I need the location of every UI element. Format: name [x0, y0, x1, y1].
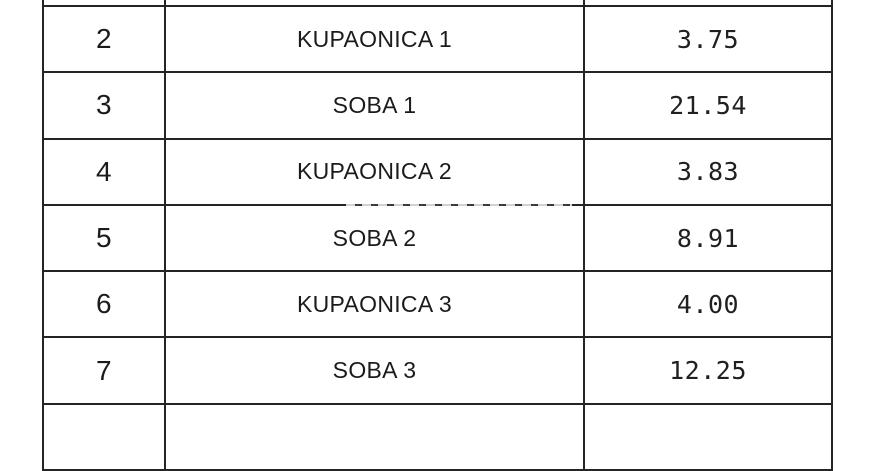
area-value-cell: 3.75	[585, 7, 831, 74]
area-value-cell	[585, 405, 831, 471]
row-number-cell: 3	[44, 73, 166, 140]
table-row: 7 SOBA 3 12.25	[44, 338, 831, 405]
table-row: 5 SOBA 2 8.91	[44, 205, 831, 273]
room-name-cell	[166, 404, 585, 471]
table-row: 2 KUPAONICA 1 3.75	[44, 7, 831, 74]
room-name-cell: KUPAONICA 2	[166, 139, 585, 206]
table-row-partial-bottom	[44, 404, 831, 471]
area-value-cell: 4.00	[585, 272, 831, 339]
table-row: 3 SOBA 1 21.54	[44, 73, 831, 140]
row-number-cell: 6	[44, 272, 166, 339]
row-number-cell: 2	[44, 7, 166, 74]
row-number-cell: 7	[44, 338, 166, 405]
room-name-cell: SOBA 3	[166, 338, 585, 405]
row-number-cell: 4	[44, 139, 166, 206]
area-value-cell: 12.25	[585, 338, 831, 405]
room-name-cell	[166, 0, 585, 7]
table-row: 4 KUPAONICA 2 3.83	[44, 139, 831, 206]
row-number-cell: 5	[44, 205, 166, 273]
table-row-partial-top	[44, 0, 831, 7]
row-number-cell	[44, 0, 166, 7]
area-table: 2 KUPAONICA 1 3.75 3 SOBA 1 21.54 4 KUPA…	[42, 0, 833, 471]
room-name-cell: SOBA 2	[166, 205, 585, 273]
row-number-cell	[44, 404, 166, 471]
table-row: 6 KUPAONICA 3 4.00	[44, 272, 831, 339]
area-value-cell: 3.83	[585, 140, 831, 206]
area-value-cell: 21.54	[585, 73, 831, 140]
room-name-cell: KUPAONICA 3	[166, 272, 585, 339]
room-name-cell: SOBA 1	[166, 73, 585, 140]
room-name-cell: KUPAONICA 1	[166, 7, 585, 74]
area-value-cell	[585, 0, 831, 7]
area-value-cell: 8.91	[585, 206, 831, 273]
